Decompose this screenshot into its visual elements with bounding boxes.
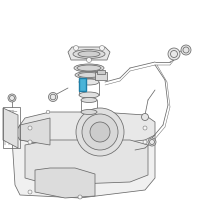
Polygon shape [12, 118, 155, 198]
Circle shape [100, 46, 104, 50]
Circle shape [143, 140, 147, 144]
Circle shape [28, 190, 32, 194]
Bar [79, 78, 86, 91]
Ellipse shape [81, 110, 97, 114]
Ellipse shape [81, 98, 97, 102]
Polygon shape [15, 112, 155, 145]
Polygon shape [20, 118, 50, 145]
Circle shape [86, 58, 92, 62]
Polygon shape [3, 108, 18, 148]
Circle shape [148, 138, 156, 146]
Ellipse shape [78, 51, 100, 57]
Circle shape [76, 108, 124, 156]
Circle shape [28, 140, 32, 144]
Circle shape [168, 48, 180, 60]
Circle shape [82, 114, 118, 150]
Ellipse shape [79, 92, 99, 98]
Ellipse shape [77, 65, 101, 71]
Circle shape [46, 110, 50, 114]
Polygon shape [25, 140, 148, 185]
Polygon shape [35, 168, 95, 198]
Ellipse shape [78, 72, 100, 77]
Ellipse shape [79, 79, 99, 85]
Circle shape [48, 92, 58, 102]
Circle shape [28, 126, 32, 130]
Circle shape [90, 122, 110, 142]
Circle shape [142, 114, 148, 120]
Circle shape [143, 126, 147, 130]
Circle shape [8, 94, 16, 102]
Circle shape [181, 45, 191, 55]
Ellipse shape [74, 64, 104, 72]
Circle shape [78, 195, 82, 199]
Ellipse shape [75, 72, 103, 78]
Circle shape [74, 46, 78, 50]
Bar [97, 70, 105, 74]
Ellipse shape [73, 49, 105, 58]
Polygon shape [68, 47, 110, 60]
Bar [95, 72, 107, 80]
